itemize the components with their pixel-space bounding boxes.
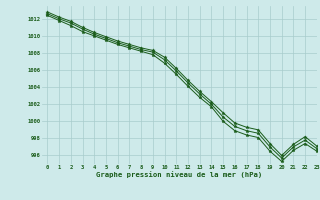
X-axis label: Graphe pression niveau de la mer (hPa): Graphe pression niveau de la mer (hPa) (96, 171, 262, 178)
